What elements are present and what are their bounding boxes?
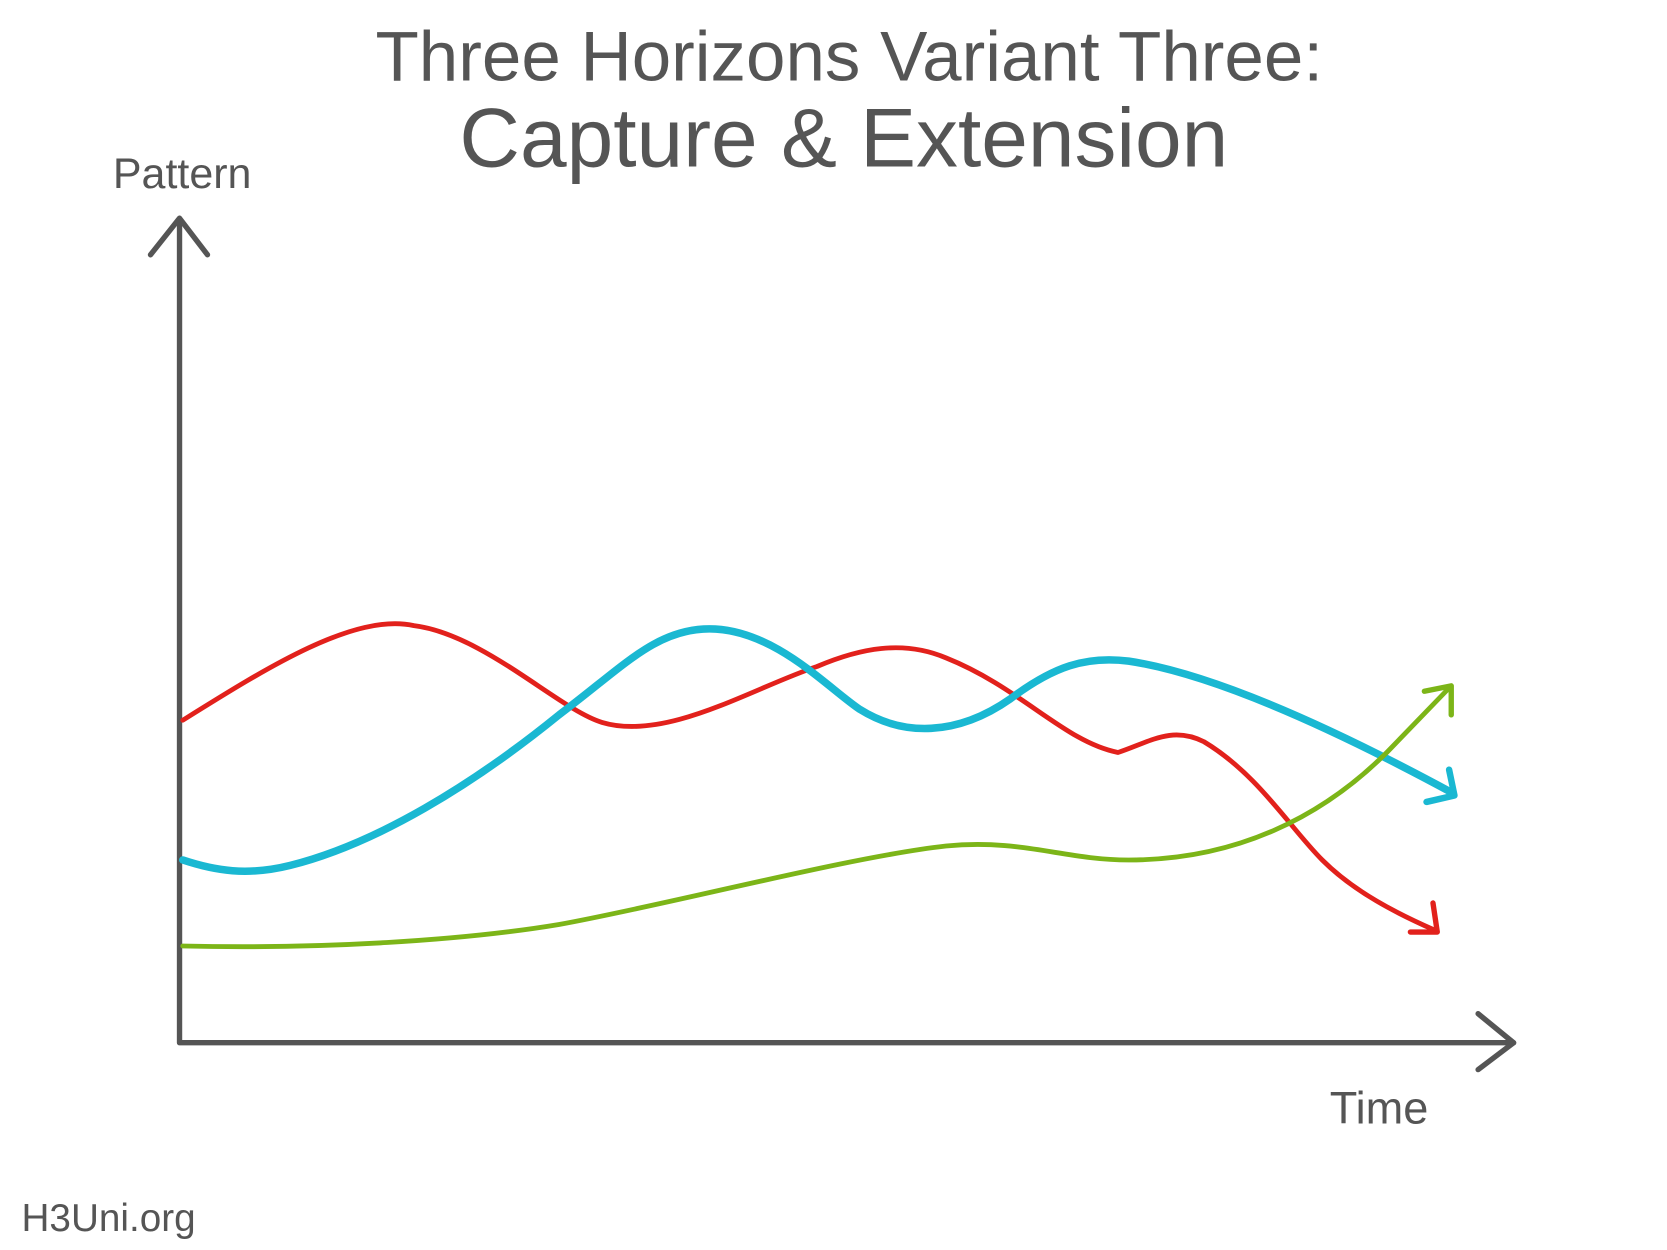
- red-arrowhead: [1407, 900, 1440, 935]
- title-line-1: Three Horizons Variant Three:: [375, 18, 1323, 97]
- cyan-curve: [178, 625, 1456, 875]
- x-axis-label: Time: [1330, 1082, 1429, 1133]
- green-curve: [180, 685, 1452, 950]
- axis-lines: [176, 217, 1517, 1046]
- red-curve: [180, 621, 1437, 933]
- title-line-2: Capture & Extension: [459, 91, 1228, 185]
- x-arrowhead: [1475, 1011, 1517, 1073]
- y-axis-label: Pattern: [113, 150, 252, 198]
- footer: H3Uni.org: [22, 1197, 196, 1240]
- cyan-arrowhead: [1423, 766, 1458, 806]
- horizon-2: [178, 625, 1458, 875]
- y-arrowhead: [147, 215, 211, 258]
- green-arrowhead: [1421, 683, 1454, 718]
- axes: [147, 215, 1517, 1073]
- horizon-3: [180, 683, 1454, 950]
- horizon-1: [180, 621, 1440, 935]
